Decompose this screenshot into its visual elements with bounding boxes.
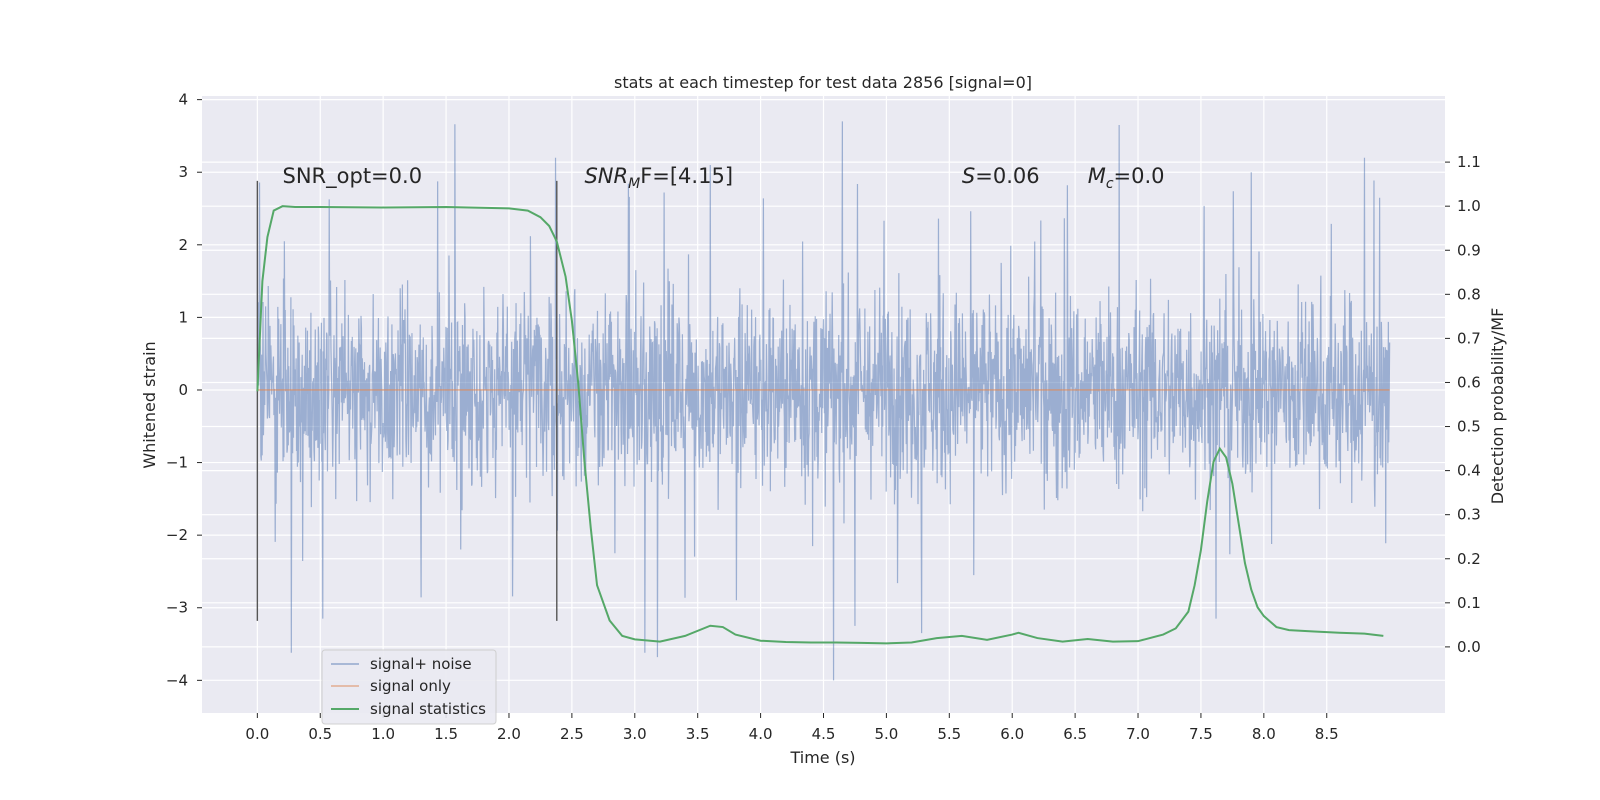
annotation-value: F=[4.15]: [640, 164, 733, 188]
annotation-base: SNR: [584, 164, 628, 188]
annotation-value: =0.0: [1114, 164, 1165, 188]
y-tick-label: −3: [166, 599, 188, 617]
y2-tick-label: 1.0: [1457, 197, 1481, 215]
signal-noise-series: [256, 121, 1391, 681]
x-tick-label: 3.0: [623, 725, 647, 743]
x-axis-label: Time (s): [789, 748, 855, 767]
x-tick-label: 4.5: [812, 725, 836, 743]
legend-label-signal-noise: signal+ noise: [370, 655, 472, 673]
legend: signal+ noise signal only signal statist…: [321, 649, 497, 725]
chart-title: stats at each timestep for test data 285…: [614, 73, 1032, 92]
annotation-value: =0.06: [975, 164, 1039, 188]
y-tick-label: 0: [178, 381, 188, 399]
y2-tick-label: 0.4: [1457, 462, 1481, 480]
y2-axis-ticks: 1.1 1.0 0.9 0.8 0.7 0.6 0.5 0.4 0.3 0.2 0.1 0.0: [1445, 153, 1481, 656]
signal-statistics-series: [256, 205, 1384, 645]
annotation-subscript: M: [628, 176, 640, 192]
y2-tick-label: 0.6: [1457, 373, 1481, 391]
y-tick-label: −1: [166, 454, 188, 472]
x-tick-label: 4.0: [749, 725, 773, 743]
x-tick-label: 7.0: [1126, 725, 1150, 743]
x-axis-ticks: 0.0 0.5 1.0 1.5 2.0 2.5 3.0 3.5 4.0 4.5 5.0 5.5 6.0 6…: [245, 713, 1339, 743]
x-tick-label: 8.5: [1315, 725, 1339, 743]
x-tick-label: 6.5: [1063, 725, 1087, 743]
x-tick-label: 8.0: [1252, 725, 1276, 743]
x-tick-label: 7.5: [1189, 725, 1213, 743]
annotation-base: S: [962, 164, 975, 188]
x-tick-label: 0.0: [245, 725, 269, 743]
annotation-subscript: c: [1106, 176, 1114, 192]
y-tick-label: 4: [178, 91, 188, 109]
x-tick-label: 2.5: [560, 725, 584, 743]
legend-label-signal-only: signal only: [370, 677, 451, 695]
segment-markers: [256, 180, 558, 621]
y-axis-label: Whitened strain: [140, 341, 159, 468]
x-tick-label: 3.5: [686, 725, 710, 743]
signal-statistics-line: [256, 205, 1384, 645]
x-tick-label: 6.0: [1000, 725, 1024, 743]
y2-tick-label: 0.8: [1457, 285, 1481, 303]
y2-tick-label: 0.5: [1457, 418, 1481, 436]
annotation-base: M: [1088, 164, 1106, 188]
y2-tick-label: 0.1: [1457, 594, 1481, 612]
x-tick-label: 5.0: [874, 725, 898, 743]
y-tick-label: −2: [166, 526, 188, 544]
y-tick-label: 1: [178, 308, 188, 326]
legend-label-signal-statistics: signal statistics: [370, 700, 486, 718]
y-tick-label: 3: [178, 163, 188, 181]
y2-tick-label: 0.3: [1457, 506, 1481, 524]
y2-axis-label: Detection probability/MF: [1488, 308, 1507, 505]
annotation-base: SNR_opt=0.0: [283, 164, 423, 189]
y2-tick-label: 0.2: [1457, 550, 1481, 568]
y2-tick-label: 0.0: [1457, 638, 1481, 656]
annotation-text: S=0.06: [962, 164, 1040, 188]
legend-box: [321, 649, 497, 725]
y2-tick-label: 0.7: [1457, 329, 1481, 347]
signal-noise-line: [256, 121, 1391, 681]
x-tick-label: 5.5: [937, 725, 961, 743]
y-tick-label: −4: [166, 671, 188, 689]
annotation-text: Mc=0.0: [1088, 164, 1165, 192]
y-tick-label: 2: [178, 236, 188, 254]
x-tick-label: 2.0: [497, 725, 521, 743]
x-tick-label: 1.0: [371, 725, 395, 743]
y-axis-ticks: 4 3 2 1 0 −1 −2 −3 −4: [166, 91, 202, 689]
annotation-text: SNRMF=[4.15]: [584, 164, 733, 192]
y2-tick-label: 0.9: [1457, 241, 1481, 259]
annotations: SNR_opt=0.0 SNRMF=[4.15] S=0.06 Mc=0.0: [283, 164, 1165, 192]
annotation-text: SNR_opt=0.0: [283, 164, 423, 189]
x-tick-label: 0.5: [308, 725, 332, 743]
y2-tick-label: 1.1: [1457, 153, 1481, 171]
x-tick-label: 1.5: [434, 725, 458, 743]
